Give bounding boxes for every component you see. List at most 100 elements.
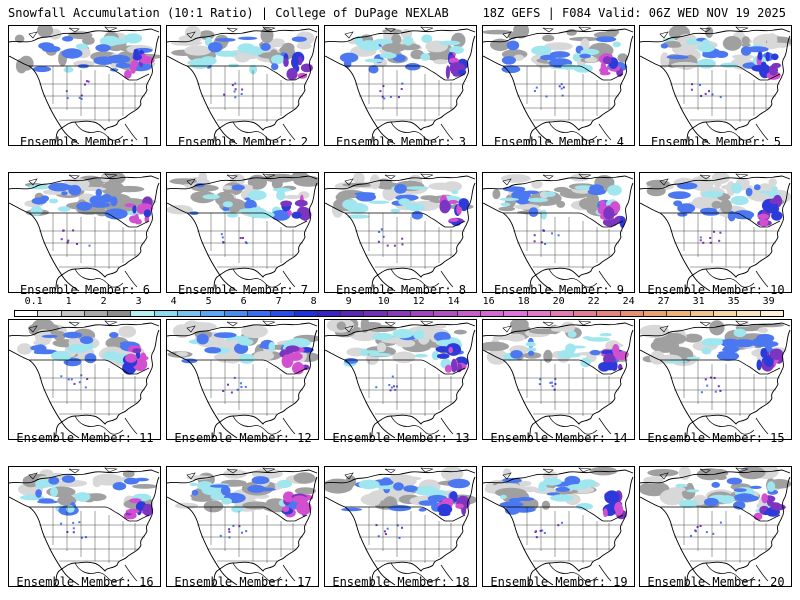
ensemble-member-18-map (324, 466, 477, 587)
snowfall-map (640, 320, 791, 439)
state-lines (197, 66, 307, 122)
state-lines (670, 66, 780, 122)
state-lines (197, 213, 307, 269)
gulf-coast (232, 121, 296, 141)
snowfall-map (640, 467, 791, 586)
arctic-islands (659, 26, 749, 39)
country-border (345, 506, 466, 522)
color-scale-swatch (760, 311, 783, 316)
snowfall-map (9, 173, 160, 292)
color-scale-swatch (108, 311, 132, 316)
gulf-coast (548, 268, 612, 288)
ensemble-member-13-map (324, 319, 477, 440)
color-scale-swatch (411, 311, 435, 316)
ensemble-member-9-map (482, 172, 635, 293)
color-scale-tick-label: 9 (345, 296, 352, 307)
color-scale-swatch (504, 311, 528, 316)
color-scale-swatch (294, 311, 318, 316)
ensemble-member-19-map (482, 466, 635, 587)
coastline (167, 28, 318, 145)
color-scale-swatch (713, 311, 738, 316)
arctic-islands (344, 26, 434, 39)
color-scale-swatch (480, 311, 505, 316)
country-border (187, 65, 308, 81)
gulf-coast (705, 121, 769, 141)
color-scale-swatch (201, 311, 225, 316)
color-scale-swatch (317, 311, 342, 316)
state-lines (355, 66, 465, 122)
color-scale-swatch (131, 311, 155, 316)
color-scale-swatch (224, 311, 248, 316)
coastline (325, 322, 476, 439)
arctic-islands (502, 320, 592, 333)
snowfall-shading (646, 173, 791, 244)
arctic-islands (28, 173, 118, 186)
arctic-islands (186, 26, 276, 39)
ensemble-member-7-label: Ensemble Member: 7 (177, 283, 309, 297)
coastline (9, 469, 160, 586)
ensemble-member-3-map (324, 25, 477, 146)
color-scale-swatch (434, 311, 458, 316)
color-scale-tick-label: 6 (240, 296, 247, 307)
arctic-islands (502, 26, 592, 39)
snowfall-map (483, 320, 634, 439)
color-scale-tick-label: 24 (622, 296, 635, 307)
color-scale-swatch (597, 311, 621, 316)
color-scale-tick-label: 7 (275, 296, 282, 307)
gulf-coast (705, 415, 769, 435)
color-scale-tick-label: 2 (100, 296, 107, 307)
color-scale-swatch (667, 311, 691, 316)
coastline (483, 322, 634, 439)
color-scale-tick-label: 12 (412, 296, 425, 307)
ensemble-member-3-label: Ensemble Member: 3 (335, 135, 467, 149)
arctic-islands (28, 320, 118, 333)
snowfall-shading (14, 26, 160, 100)
snowfall-shading (24, 173, 158, 247)
ensemble-member-11-map (8, 319, 161, 440)
coastline (483, 175, 634, 292)
color-scale-swatch (84, 311, 109, 316)
coastline (483, 469, 634, 586)
color-scale-tick-label: 31 (692, 296, 705, 307)
ensemble-member-5-label: Ensemble Member: 5 (650, 135, 782, 149)
color-scale-swatch (341, 311, 365, 316)
snowfall-map (483, 467, 634, 586)
ensemble-member-20-label: Ensemble Member: 20 (647, 575, 785, 589)
snowfall-shading (326, 320, 469, 392)
snowfall-map (9, 26, 160, 145)
arctic-islands (344, 320, 434, 333)
arctic-islands (659, 467, 749, 480)
gulf-coast (232, 415, 296, 435)
color-scale-tick-label: 8 (310, 296, 317, 307)
color-scale-swatch (574, 311, 598, 316)
ensemble-member-4-label: Ensemble Member: 4 (493, 135, 625, 149)
color-scale-tick-label: 14 (447, 296, 460, 307)
snowfall-shading (483, 320, 629, 391)
ensemble-member-16-label: Ensemble Member: 16 (16, 575, 154, 589)
color-scale-tick-label: 5 (205, 296, 212, 307)
state-lines (513, 66, 623, 122)
country-border (660, 359, 781, 375)
state-lines (39, 66, 149, 122)
country-border (660, 212, 781, 228)
arctic-islands (186, 467, 276, 480)
color-scale-swatch (620, 311, 645, 316)
ensemble-member-2-label: Ensemble Member: 2 (177, 135, 309, 149)
snowfall-shading (167, 320, 318, 394)
ensemble-member-5-map (639, 25, 792, 146)
snowfall-shading (484, 467, 627, 539)
color-scale-tick-label: 22 (587, 296, 600, 307)
snowfall-shading (339, 28, 469, 100)
ensemble-member-2-map (166, 25, 319, 146)
color-scale-swatch (387, 311, 412, 316)
gulf-coast (548, 562, 612, 582)
snowfall-shading (483, 26, 628, 98)
snowfall-shading (492, 173, 626, 245)
arctic-islands (502, 467, 592, 480)
country-border (29, 359, 150, 375)
snowfall-map (640, 26, 791, 145)
snowfall-map (167, 173, 318, 292)
state-lines (513, 507, 623, 563)
coastline (9, 322, 160, 439)
color-scale-swatch (178, 311, 202, 316)
